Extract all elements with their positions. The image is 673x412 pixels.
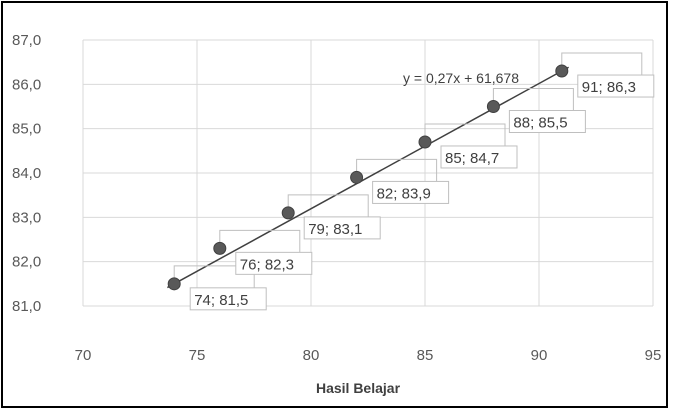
label-box xyxy=(372,180,450,204)
label-leader xyxy=(424,123,506,146)
x-tick-label: 80 xyxy=(303,347,320,364)
y-tick-label: 81,0 xyxy=(12,298,41,315)
y-tick-label: 84,0 xyxy=(12,165,41,182)
label-leader xyxy=(561,52,643,76)
data-label: 79; 83,1 xyxy=(308,221,362,238)
y-tick-label: 85,0 xyxy=(12,121,41,138)
trendline xyxy=(166,66,570,289)
x-tick-label: 85 xyxy=(417,347,434,364)
x-tick-label: 70 xyxy=(75,347,92,364)
label-box xyxy=(577,74,655,98)
x-tick-label: 95 xyxy=(645,347,662,364)
data-point xyxy=(555,64,569,78)
trendline-equation: y = 0,27x + 61,678 xyxy=(403,70,519,86)
label-leader xyxy=(287,194,369,217)
trendline-path xyxy=(166,66,570,289)
data-point xyxy=(486,100,500,113)
data-label: 74; 81,5 xyxy=(194,292,248,309)
x-tick-label: 90 xyxy=(531,347,548,364)
data-label: 76; 82,3 xyxy=(240,256,294,273)
x-axis-tick-labels: 70 75 80 85 90 95 xyxy=(75,347,662,364)
data-label: 88; 85,5 xyxy=(513,115,567,132)
label-leader xyxy=(219,229,301,253)
label-leader xyxy=(173,265,255,288)
label-leader xyxy=(356,158,438,182)
label-leader xyxy=(492,88,574,111)
x-axis-label: Hasil Belajar xyxy=(316,380,401,396)
data-labels: 74; 81,5 76; 82,3 79; 83,1 82; 83,9 85; 84,7… xyxy=(173,52,655,311)
y-tick-label: 87,0 xyxy=(12,32,41,49)
data-label: 82; 83,9 xyxy=(377,185,431,202)
label-box xyxy=(440,145,518,169)
label-box xyxy=(189,287,267,311)
data-point xyxy=(350,170,364,184)
label-box xyxy=(508,110,586,133)
y-tick-label: 83,0 xyxy=(12,209,41,226)
label-box xyxy=(235,251,313,275)
x-tick-label: 75 xyxy=(189,347,206,364)
data-label: 85; 84,7 xyxy=(445,150,499,167)
data-point xyxy=(418,135,432,149)
data-point xyxy=(167,277,181,291)
y-tick-label: 82,0 xyxy=(12,254,41,271)
y-tick-label: 86,0 xyxy=(12,76,41,93)
label-box xyxy=(303,216,381,240)
y-axis-tick-labels: 81,0 82,0 83,0 84,0 85,0 86,0 87,0 xyxy=(12,32,41,315)
data-points xyxy=(167,64,569,291)
grid-lines xyxy=(82,39,654,307)
data-label: 91; 86,3 xyxy=(582,79,636,96)
data-point xyxy=(213,241,227,255)
data-point xyxy=(281,206,295,220)
